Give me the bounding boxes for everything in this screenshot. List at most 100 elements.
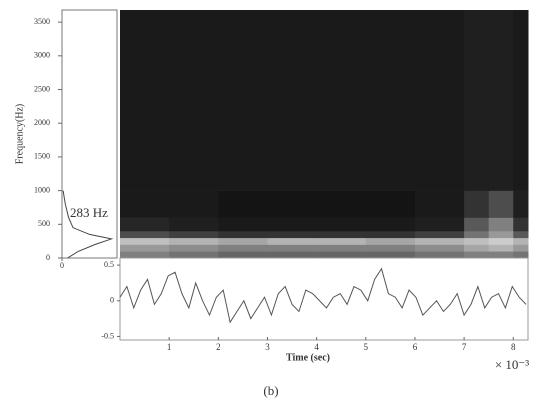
heatmap-cell (267, 237, 318, 245)
heatmap-cell (414, 217, 465, 232)
heatmap-cell (316, 217, 367, 232)
heatmap-cell (414, 237, 465, 245)
heatmap-cell (120, 244, 170, 252)
heatmap-cell (120, 251, 170, 259)
heatmap-cell (414, 190, 465, 218)
heatmap-cell (267, 190, 318, 218)
heatmap-cell (488, 190, 514, 218)
spectrum-frame (61, 9, 118, 259)
heatmap-cell (513, 217, 529, 232)
y-tick-label: 1000 (34, 185, 50, 194)
heatmap-cell (169, 190, 219, 218)
heatmap-cell (267, 231, 318, 239)
heatmap-cell (365, 217, 416, 232)
heatmap-cell (414, 251, 465, 259)
heatmap-cell (513, 231, 529, 239)
heatmap-cell (218, 190, 268, 218)
heatmap-cell (316, 237, 367, 245)
x-tick-label: 5 (364, 342, 369, 352)
heatmap-cell (365, 10, 416, 191)
heatmap-cell (513, 237, 529, 245)
heatmap-cell (464, 231, 490, 239)
heatmap-cell (464, 217, 490, 232)
heatmap-cell (513, 10, 529, 191)
x-tick-label: 7 (462, 342, 467, 352)
annotation: 283 Hz (70, 205, 108, 220)
heatmap-cell (414, 10, 465, 191)
y-tick-label: 2000 (34, 118, 50, 127)
y-tick-label: 1500 (34, 152, 50, 161)
spectrum-line (62, 190, 114, 259)
heatmap-cell (513, 190, 529, 218)
heatmap-cell (316, 190, 367, 218)
y-tick-label: 500 (38, 219, 50, 228)
heatmap-cell (218, 217, 268, 232)
heatmap-cell (316, 10, 367, 191)
heatmap-cell (169, 244, 219, 252)
heatmap-cell (267, 251, 318, 259)
heatmap-cell (414, 231, 465, 239)
heatmap-cell (464, 10, 490, 191)
heatmap-cell (365, 231, 416, 239)
heatmap-cell (513, 244, 529, 252)
y-tick-label: 2500 (34, 84, 50, 93)
heatmap-cell (464, 244, 490, 252)
heatmap-cell (488, 251, 514, 259)
y-tick-label: 0 (110, 296, 114, 305)
y-tick-label: 3500 (34, 17, 50, 26)
heatmap-cell (464, 190, 490, 218)
x-tick-label: 2 (216, 342, 221, 352)
heatmap-cell (488, 237, 514, 245)
heatmap-cell (316, 251, 367, 259)
y-tick-label: 3000 (34, 51, 50, 60)
x-tick-label: 6 (413, 342, 418, 352)
heatmap-cell (365, 190, 416, 218)
heatmap-cell (414, 244, 465, 252)
heatmap-cell (365, 237, 416, 245)
heatmap-cell (120, 231, 170, 239)
signal-line (119, 267, 527, 324)
heatmap-cell (267, 217, 318, 232)
heatmap-cell (464, 251, 490, 259)
caption: (b) (263, 383, 278, 398)
heatmap-cell (218, 10, 268, 191)
x-tick-label: 3 (265, 342, 270, 352)
heatmap-cell (120, 217, 170, 232)
heatmap-cell (488, 231, 514, 239)
heatmap-cell (316, 231, 367, 239)
y-axis-label: Frequency(Hz) (14, 104, 25, 165)
heatmap-cell (488, 10, 514, 191)
x-axis-label: Time (sec) (286, 352, 330, 363)
heatmap-cell (267, 244, 318, 252)
y-tick-label: -0.5 (101, 331, 114, 340)
heatmap-cell (120, 10, 170, 191)
x-tick-label: 0 (60, 261, 64, 270)
heatmap-cell (365, 251, 416, 259)
heatmap-cell (169, 217, 219, 232)
x-tick-label: 8 (511, 342, 516, 352)
heatmap-cell (169, 10, 219, 191)
heatmap-cell (365, 244, 416, 252)
heatmap-cell (218, 251, 268, 259)
heatmap-cell (218, 244, 268, 252)
heatmap-cell (120, 190, 170, 218)
y-tick-label: 0.5 (104, 260, 114, 269)
line-frame (119, 257, 529, 341)
heatmap-cell (488, 217, 514, 232)
heatmap-cell (267, 10, 318, 191)
heatmap-cell (488, 244, 514, 252)
heatmap-cell (169, 231, 219, 239)
x-tick-label: 4 (314, 342, 319, 352)
heatmap-cell (218, 237, 268, 245)
heatmap-cell (218, 231, 268, 239)
x-scale-label: × 10⁻³ (495, 357, 529, 372)
heatmap-cell (120, 237, 170, 245)
heatmap-cell (513, 251, 529, 259)
heatmap-cell (169, 237, 219, 245)
heatmap-cell (464, 237, 490, 245)
y-tick-label: 0 (46, 253, 50, 262)
x-tick-label: 1 (167, 342, 172, 352)
heatmap-cell (316, 244, 367, 252)
heatmap-cell (169, 251, 219, 259)
